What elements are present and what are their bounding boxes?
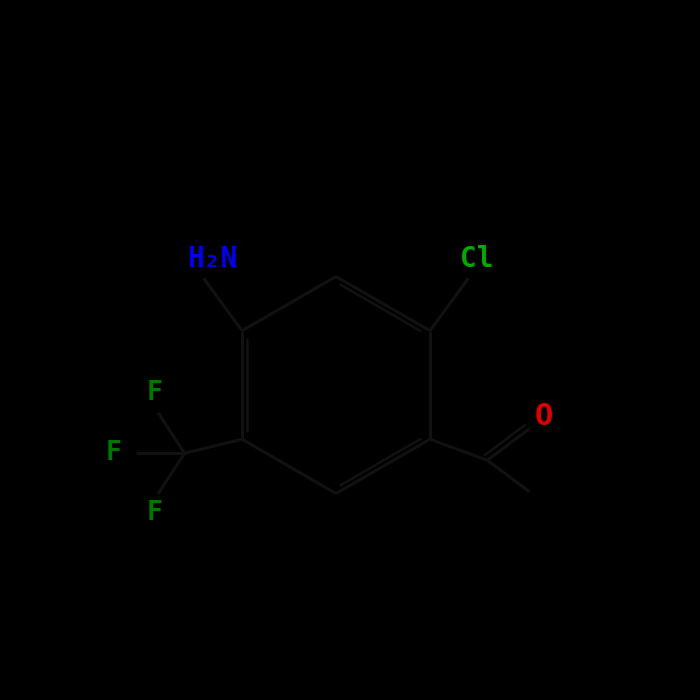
Text: H₂N: H₂N — [187, 244, 237, 272]
Text: O: O — [534, 402, 552, 430]
Text: F: F — [146, 500, 162, 526]
Text: F: F — [146, 380, 162, 406]
Text: F: F — [105, 440, 121, 466]
Text: Cl: Cl — [460, 244, 494, 272]
